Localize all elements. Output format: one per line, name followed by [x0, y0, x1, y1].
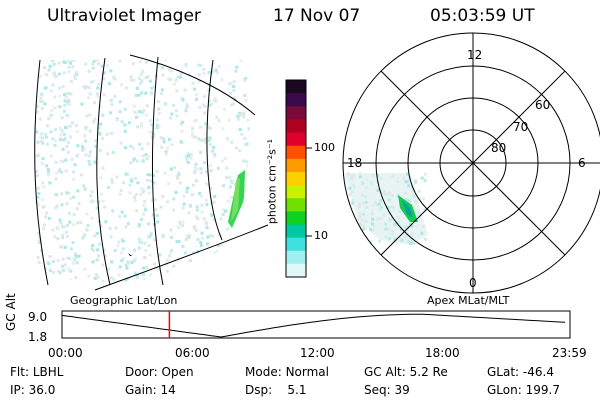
info-glon: GLon: 199.7 [487, 383, 560, 397]
colorbar-swatch [286, 211, 306, 225]
info-dsp: Dsp: 5.1 [245, 383, 307, 397]
colorbar-unit-label: photon cm⁻²s⁻¹ [265, 138, 279, 225]
info-flt: Flt: LBHL [10, 365, 64, 379]
info-door: Door: Open [125, 365, 194, 379]
info-mode: Mode: Normal [245, 365, 329, 379]
mlt-label-6: 6 [578, 156, 586, 170]
colorbar-swatch [286, 119, 306, 134]
instrument-title: Ultraviolet Imager [47, 6, 201, 26]
colorbar-tick-10: 10 [314, 229, 328, 242]
mlt-label-0: 0 [469, 276, 477, 290]
left-panel-caption: Geographic Lat/Lon [70, 294, 178, 307]
timeline-ytick-low: 1.8 [28, 330, 48, 344]
colorbar-swatch [286, 224, 306, 239]
mlat-label-80: 80 [491, 141, 507, 155]
altitude-timeline [61, 310, 571, 339]
colorbar-swatch [286, 185, 306, 199]
mlt-label-18: 18 [347, 156, 363, 170]
colorbar-swatch [286, 106, 306, 120]
info-glat: GLat: -46.4 [487, 365, 554, 379]
colorbar-swatch [286, 263, 306, 278]
date-label: 17 Nov 07 [273, 6, 361, 26]
colorbar-swatch [286, 132, 306, 147]
mlat-label-70: 70 [513, 120, 529, 134]
polar-plot [342, 32, 600, 294]
mlt-label-12: 12 [467, 48, 483, 62]
colorbar-swatch [286, 93, 306, 107]
timeline-xtick-0: 00:00 [48, 346, 83, 360]
timeline-xtick-1: 06:00 [175, 346, 210, 360]
info-seq: Seq: 39 [364, 383, 410, 397]
timeline-xtick-4: 23:59 [552, 346, 587, 360]
timeline-ylabel: GC Alt [4, 293, 18, 331]
colorbar-swatch [286, 250, 306, 265]
colorbar-swatch [286, 237, 306, 252]
colorbar [285, 79, 312, 278]
timeline-xtick-2: 12:00 [300, 346, 335, 360]
time-label: 05:03:59 UT [430, 6, 535, 26]
mlat-label-60: 60 [535, 98, 551, 112]
info-gain: Gain: 14 [125, 383, 176, 397]
geographic-image [34, 54, 269, 291]
right-panel-caption: Apex MLat/MLT [427, 294, 510, 307]
timeline-xtick-3: 18:00 [425, 346, 460, 360]
colorbar-swatch [286, 198, 306, 212]
timeline-ytick-high: 9.0 [28, 310, 48, 324]
colorbar-swatch [286, 80, 306, 94]
info-ip: IP: 36.0 [10, 383, 56, 397]
colorbar-swatch [286, 145, 306, 160]
info-gc-alt: GC Alt: 5.2 Re [364, 365, 448, 379]
colorbar-swatch [286, 171, 306, 186]
colorbar-tick-100: 100 [314, 141, 335, 154]
colorbar-swatch [286, 158, 306, 173]
